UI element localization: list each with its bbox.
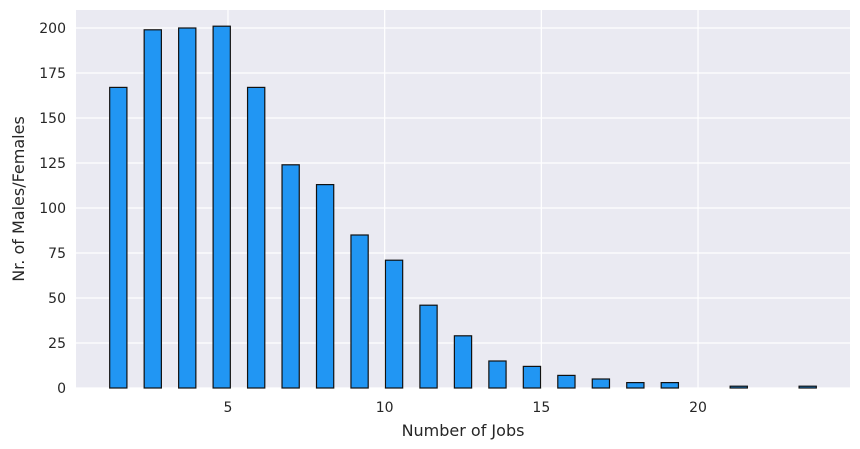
bar bbox=[522, 365, 542, 389]
bar bbox=[798, 385, 817, 389]
y-tick-label: 200 bbox=[39, 21, 66, 37]
bar bbox=[315, 184, 335, 389]
y-tick-label: 125 bbox=[39, 156, 66, 172]
bar bbox=[557, 374, 576, 389]
y-tick-label: 0 bbox=[57, 381, 66, 397]
bar bbox=[246, 86, 266, 389]
bar bbox=[453, 335, 473, 389]
x-tick-label: 10 bbox=[376, 400, 394, 416]
bar bbox=[143, 29, 162, 389]
bar bbox=[350, 234, 369, 389]
x-tick-labels: 5 10 15 20 bbox=[224, 400, 707, 416]
bar bbox=[591, 378, 611, 389]
bar bbox=[178, 27, 197, 389]
y-tick-label: 50 bbox=[48, 291, 66, 307]
bar bbox=[729, 385, 748, 389]
bar bbox=[626, 382, 645, 389]
x-tick-label: 5 bbox=[224, 400, 233, 416]
x-tick-label: 15 bbox=[532, 400, 550, 416]
y-tick-label: 150 bbox=[39, 111, 66, 127]
y-tick-label: 75 bbox=[48, 246, 66, 262]
bar bbox=[384, 259, 404, 389]
x-tick-label: 20 bbox=[689, 400, 707, 416]
y-tick-label: 175 bbox=[39, 66, 66, 82]
y-axis-label: Nr. of Males/Females bbox=[9, 116, 28, 282]
bar bbox=[660, 382, 680, 389]
bar bbox=[212, 25, 231, 389]
bar bbox=[109, 86, 128, 389]
y-tick-labels: 0 25 50 75 100 125 150 175 200 bbox=[39, 21, 66, 397]
y-tick-label: 100 bbox=[39, 201, 66, 217]
bar bbox=[419, 304, 438, 389]
bar bbox=[488, 360, 507, 389]
y-tick-label: 25 bbox=[48, 336, 66, 352]
bar bbox=[281, 164, 300, 389]
bars bbox=[109, 25, 817, 389]
x-axis-label: Number of Jobs bbox=[402, 421, 525, 440]
